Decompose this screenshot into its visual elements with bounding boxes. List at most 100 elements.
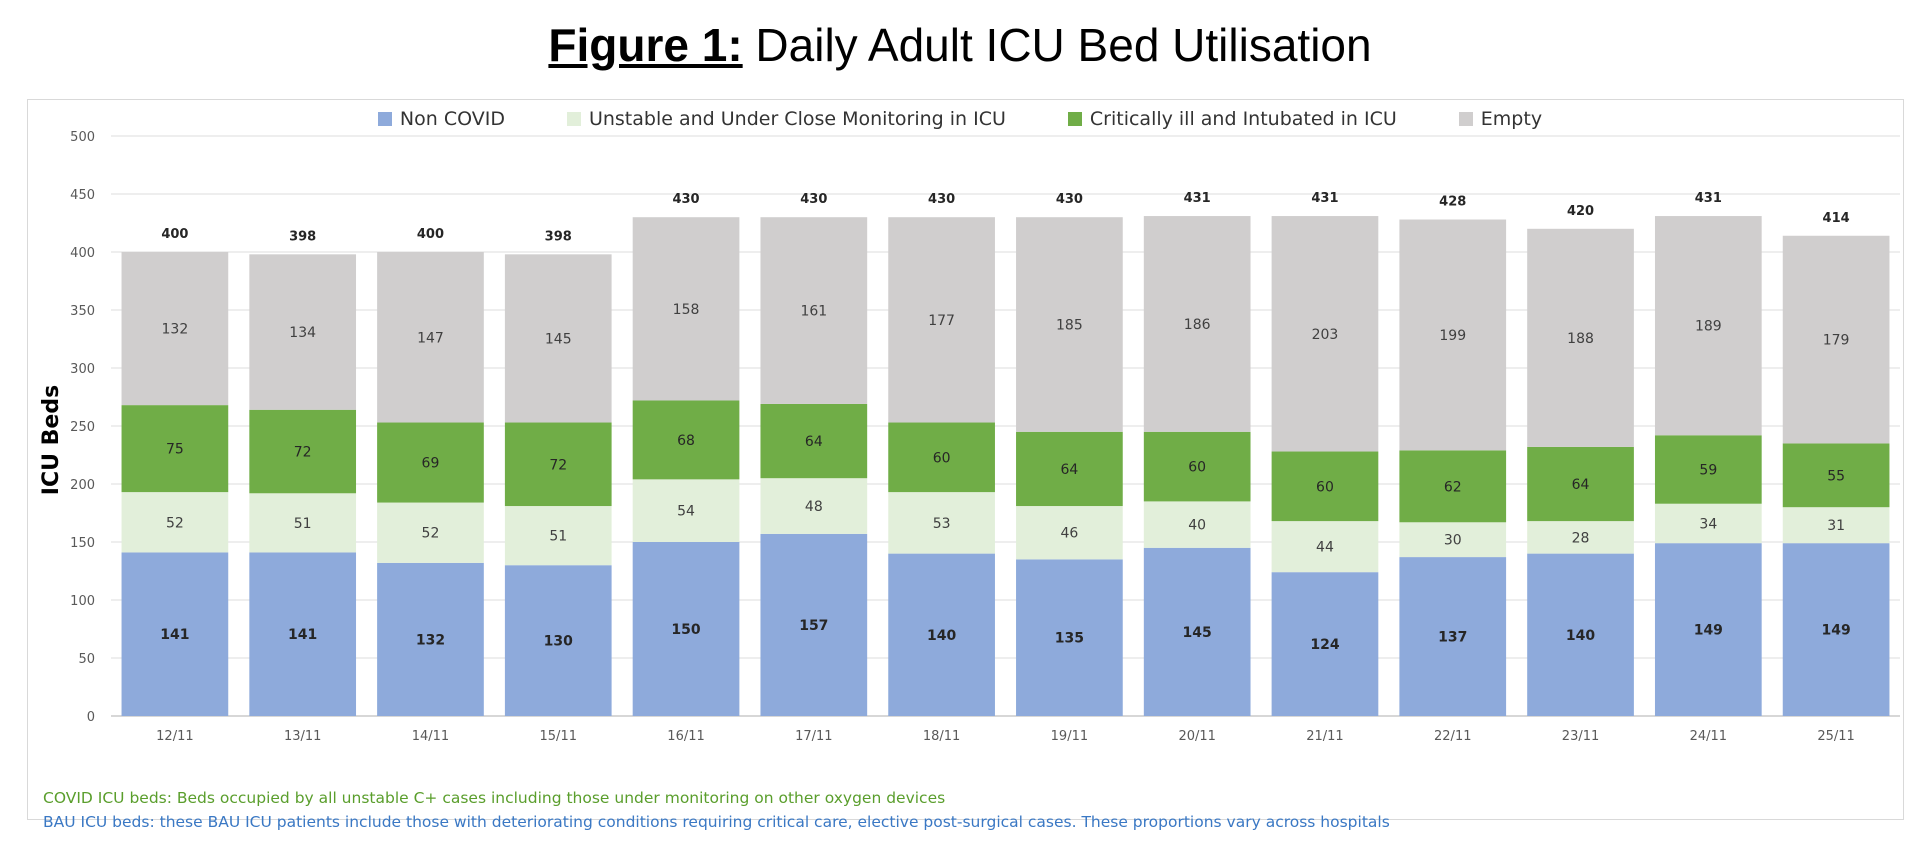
bar-segment-4 [504,254,612,423]
data-label: 62 [1444,479,1462,495]
x-axis-ticks: 12/11 13/11 14/11 15/11 16/11 17/11 18/11 19/11… [156,729,1855,744]
data-label: 60 [933,450,951,466]
bar-segment-3 [1654,435,1762,504]
legend-item: Unstable and Under Close Monitoring in I… [566,108,1006,130]
y-tick-label: 250 [70,420,95,435]
x-tick-label: 23/11 [1562,729,1599,744]
legend-item: Empty [1458,108,1542,130]
bar-segment-2 [121,492,229,553]
bar-segment-4 [1654,216,1762,436]
figure-title-text: Daily Adult ICU Bed Utilisation [742,19,1372,71]
bar-segment-4 [377,252,484,423]
legend-swatch [566,112,581,126]
bar-segment-2 [1143,501,1251,548]
legend-swatch [1458,112,1473,126]
bar-segment-1 [1399,557,1507,716]
y-tick-label: 450 [70,188,95,203]
bar-segment-1 [888,553,995,716]
data-label: 137 [1438,630,1467,646]
data-label: 130 [544,634,573,650]
data-label: 28 [1572,530,1590,546]
y-tick-label: 150 [70,536,95,551]
x-tick-label: 24/11 [1690,729,1727,744]
data-label: 52 [166,515,184,531]
bar-segment-2 [1782,507,1890,544]
data-label: 124 [1310,637,1339,653]
bar-segment-3 [1016,431,1123,507]
bar-segment-1 [1143,547,1251,716]
legend-item: Non COVID [377,108,505,130]
data-label: 68 [677,433,695,449]
data-label: 64 [1060,462,1078,478]
data-label: 46 [1060,526,1078,542]
data-label: 55 [1827,468,1845,484]
bar-segment-1 [1016,559,1123,716]
x-tick-label: 22/11 [1434,729,1471,744]
x-tick-label: 17/11 [795,729,832,744]
total-label: 398 [289,229,316,244]
bar-segment-3 [888,422,995,493]
data-label: 145 [545,331,572,347]
data-label: 52 [422,526,440,542]
legend-label: Non COVID [399,108,505,130]
bar-segment-4 [1782,235,1890,444]
bar-segment-3 [760,403,868,479]
total-label: 400 [417,227,444,242]
bar-segment-4 [1399,219,1507,451]
x-tick-label: 19/11 [1051,729,1088,744]
total-label: 414 [1823,211,1850,226]
bar-segment-4 [888,217,995,423]
bar-segment-3 [504,422,612,507]
data-label: 54 [677,504,695,520]
total-label: 431 [1311,191,1338,206]
data-label: 141 [160,627,189,643]
data-label: 75 [166,442,184,458]
data-label: 203 [1312,327,1339,343]
bar-segment-4 [632,217,740,401]
bar-segment-1 [1654,543,1762,716]
bar-segment-3 [1271,451,1379,522]
data-label: 72 [549,457,567,473]
bar-segment-2 [1654,503,1762,544]
total-label: 398 [545,229,572,244]
figure-title-prefix: Figure 1: [548,19,743,71]
y-tick-label: 500 [70,130,95,145]
data-label: 177 [928,313,955,329]
y-axis-ticks: 0 50 100 150 200 250 300 350 400 450 500 [70,130,95,725]
total-label: 430 [1056,192,1083,207]
data-label: 48 [805,499,823,515]
x-tick-label: 21/11 [1306,729,1343,744]
bar-segment-2 [1016,506,1123,560]
bar-segment-1 [504,565,612,716]
bar-segment-3 [1527,446,1634,522]
bar-segment-1 [121,552,229,716]
bar-segment-3 [1782,443,1890,508]
bar-segment-4 [1143,216,1251,432]
data-label: 34 [1699,516,1717,532]
data-label: 149 [1694,623,1723,639]
total-label: 400 [161,227,188,242]
data-label: 72 [294,445,312,461]
x-tick-label: 13/11 [284,729,321,744]
bar-segment-2 [888,492,995,554]
total-label: 430 [672,192,699,207]
data-label: 149 [1821,623,1850,639]
total-label: 420 [1567,204,1594,219]
bar-segment-1 [1527,553,1634,716]
data-label: 140 [927,628,956,644]
data-label: 40 [1188,518,1206,534]
bar-segment-4 [1016,217,1123,432]
legend-item: Critically ill and Intubated in ICU [1067,108,1397,130]
x-tick-label: 15/11 [540,729,577,744]
bar-segment-3 [377,422,484,503]
bar-segment-3 [1399,450,1507,523]
y-tick-label: 100 [70,594,95,609]
bar-segment-2 [632,479,740,542]
data-label: 60 [1188,460,1206,476]
data-label: 188 [1567,331,1594,347]
data-label: 140 [1566,628,1595,644]
total-label: 430 [800,192,827,207]
x-tick-label: 20/11 [1178,729,1215,744]
bar-segment-2 [760,478,868,534]
